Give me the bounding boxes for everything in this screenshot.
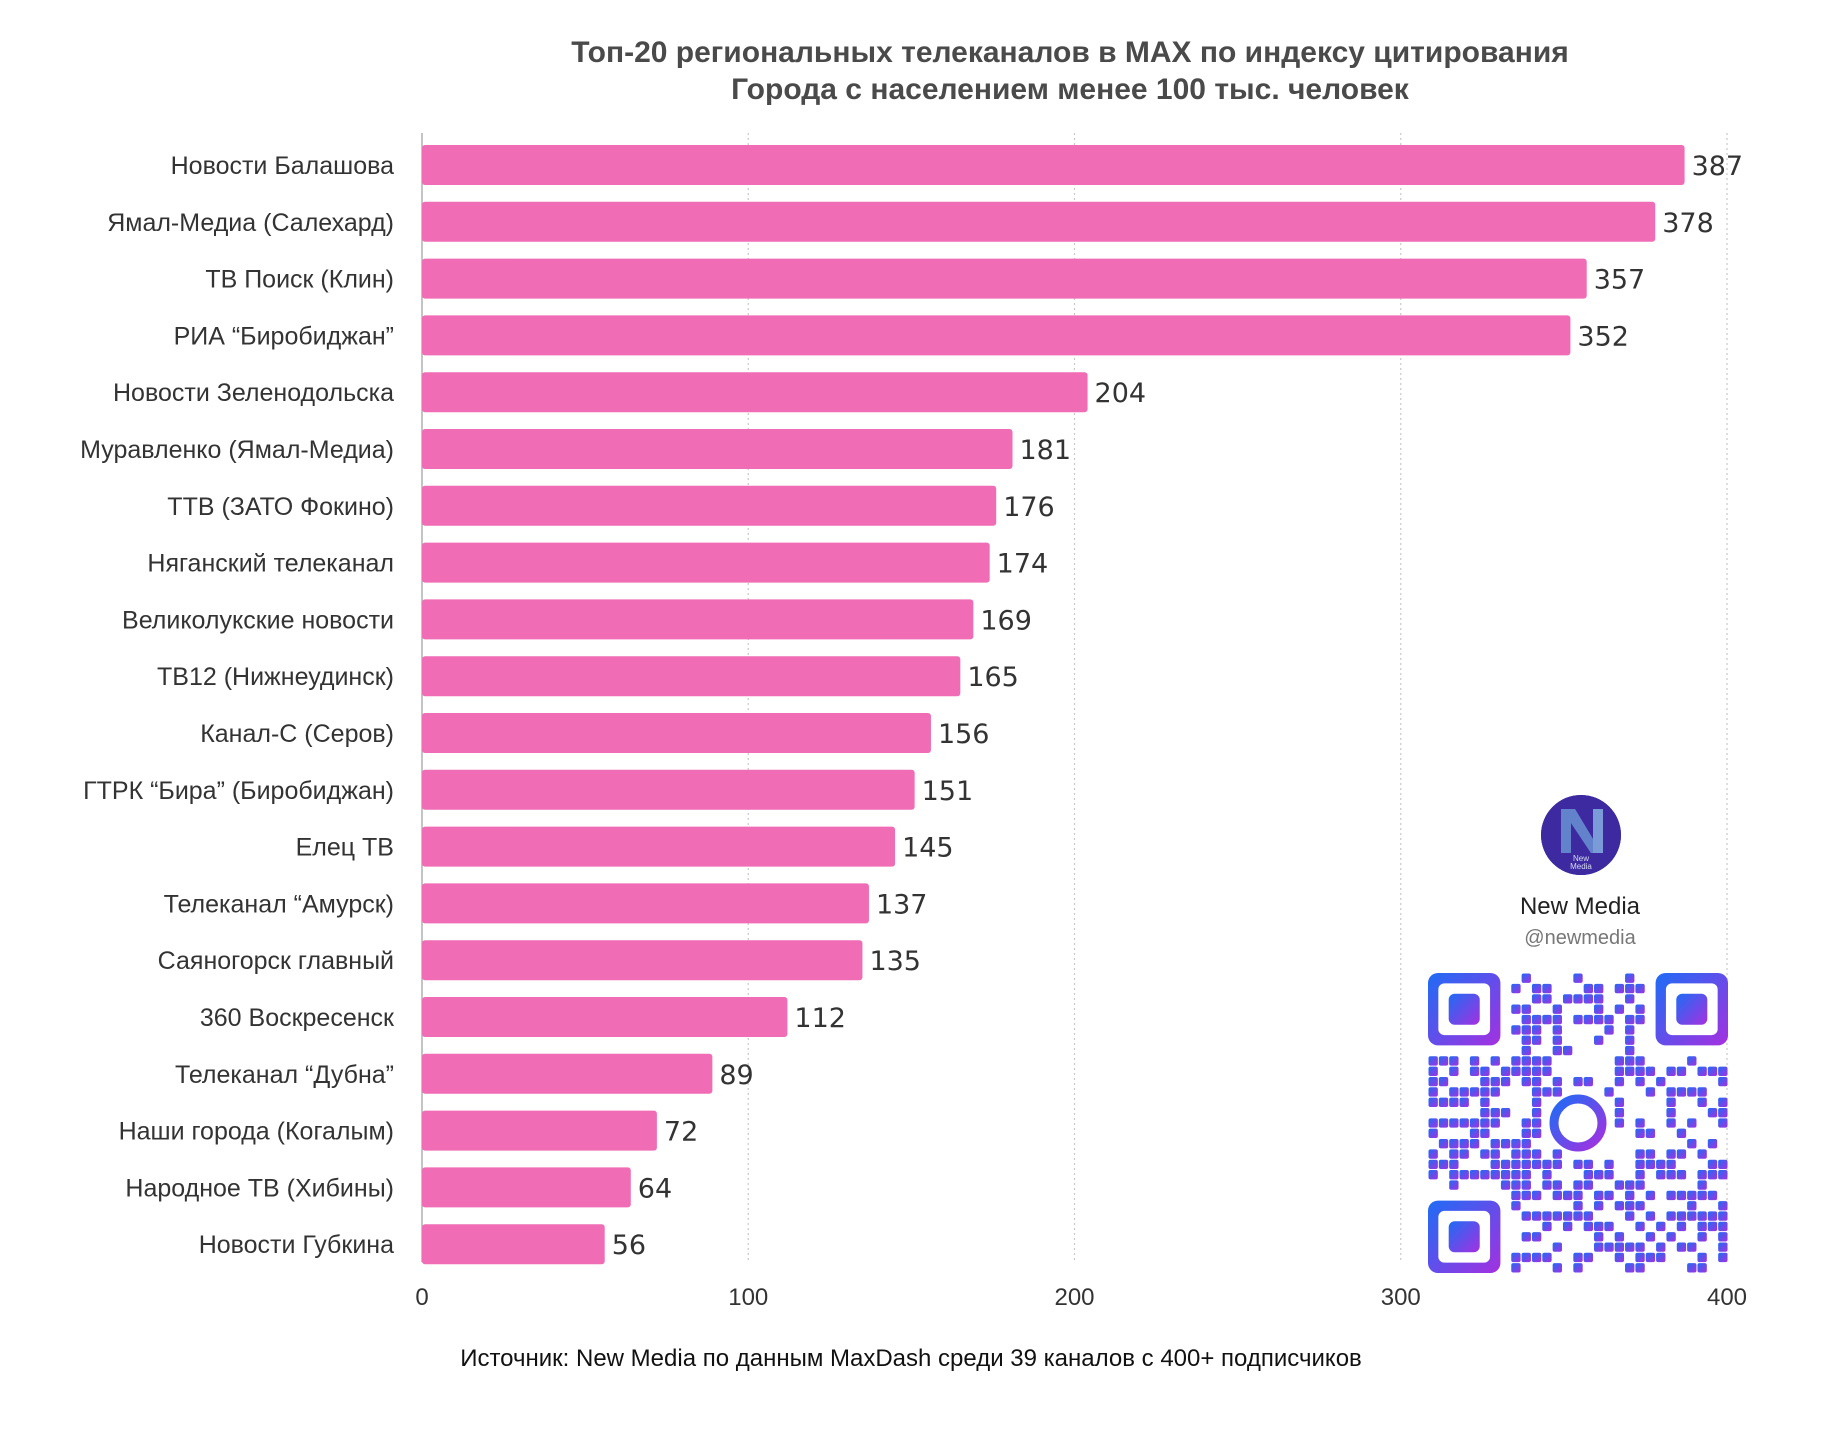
category-label: ТВ12 (Нижнеудинск) xyxy=(157,663,394,691)
category-label: 360 Воскресенск xyxy=(200,1004,395,1032)
bars xyxy=(422,145,1685,1265)
category-label: Великолукские новости xyxy=(122,606,394,634)
bar[interactable] xyxy=(422,429,1013,469)
new-media-logo-mark: New Media xyxy=(1541,795,1621,875)
x-tick-label: 0 xyxy=(415,1284,428,1311)
bar[interactable] xyxy=(422,599,974,640)
value-label: 357 xyxy=(1594,265,1646,296)
bar[interactable] xyxy=(422,1053,713,1094)
category-label: Народное ТВ (Хибины) xyxy=(125,1174,394,1202)
category-label: Няганский телеканал xyxy=(147,550,394,578)
logo-text-new: New xyxy=(1573,854,1589,863)
bar[interactable] xyxy=(422,997,788,1037)
new-media-logo[interactable]: New Media xyxy=(1541,795,1621,875)
value-label: 72 xyxy=(664,1117,698,1148)
value-label: 169 xyxy=(980,605,1032,636)
bar[interactable] xyxy=(422,1224,605,1265)
bar[interactable] xyxy=(422,1167,631,1208)
bar[interactable] xyxy=(422,542,990,583)
value-label: 112 xyxy=(794,1003,846,1034)
value-label: 174 xyxy=(997,549,1049,580)
value-label: 204 xyxy=(1095,378,1147,409)
logo-text-media: Media xyxy=(1570,862,1592,871)
bar[interactable] xyxy=(422,372,1088,413)
chart-title: Топ-20 региональных телеканалов в MAX по… xyxy=(571,36,1569,69)
bar[interactable] xyxy=(422,485,997,526)
category-label: ГТРК “Бира” (Биробиджан) xyxy=(83,777,394,805)
chart-subtitle: Города с населением менее 100 тыс. челов… xyxy=(731,73,1409,106)
axis: 0 100 200 300 400 Новости Балашова 387 Ямал-Мед… xyxy=(80,151,1747,1311)
value-label: 156 xyxy=(938,719,990,750)
bar[interactable] xyxy=(422,656,961,697)
category-label: ТВ Поиск (Клин) xyxy=(205,266,394,294)
bar[interactable] xyxy=(422,201,1656,242)
category-label: Наши города (Когалым) xyxy=(119,1118,394,1146)
value-label: 64 xyxy=(638,1173,672,1204)
bar[interactable] xyxy=(422,713,931,753)
category-label: Новости Губкина xyxy=(199,1231,394,1259)
bar[interactable] xyxy=(422,826,896,867)
category-label: Елец ТВ xyxy=(296,834,394,862)
x-tick-label: 200 xyxy=(1054,1284,1094,1311)
qr-code[interactable] xyxy=(1428,973,1728,1273)
brand-name: New Media xyxy=(1519,893,1641,920)
value-label: 135 xyxy=(869,946,921,977)
value-label: 181 xyxy=(1020,435,1072,466)
category-label: РИА “Биробиджан” xyxy=(174,322,394,350)
bar[interactable] xyxy=(422,769,915,810)
x-tick-label: 100 xyxy=(728,1284,768,1311)
value-label: 176 xyxy=(1003,492,1055,523)
value-label: 352 xyxy=(1577,321,1629,352)
bar[interactable] xyxy=(422,940,863,981)
value-label: 387 xyxy=(1692,151,1744,182)
bar[interactable] xyxy=(422,258,1587,299)
category-label: Канал-С (Серов) xyxy=(200,720,394,748)
value-label: 89 xyxy=(719,1060,753,1091)
category-label: Муравленко (Ямал-Медиа) xyxy=(80,436,394,464)
category-label: ТТВ (ЗАТО Фокино) xyxy=(167,493,394,521)
value-label: 145 xyxy=(902,833,954,864)
category-label: Телеканал “Амурск) xyxy=(164,890,394,918)
category-label: Новости Балашова xyxy=(171,152,394,180)
category-label: Ямал-Медиа (Салехард) xyxy=(107,209,394,237)
value-label: 137 xyxy=(876,889,928,920)
bar[interactable] xyxy=(422,1110,657,1151)
qr-modules xyxy=(1428,973,1728,1273)
category-label: Телеканал “Дубна” xyxy=(175,1061,394,1089)
value-label: 165 xyxy=(967,662,1019,693)
brand-handle[interactable]: @newmedia xyxy=(1524,927,1636,949)
value-label: 56 xyxy=(612,1230,646,1261)
brand-block: New Media New Media @newmedia xyxy=(1400,795,1760,1275)
bar[interactable] xyxy=(422,883,869,924)
value-label: 378 xyxy=(1662,208,1714,239)
category-label: Новости Зеленодольска xyxy=(113,379,394,407)
bar[interactable] xyxy=(422,145,1685,185)
source-note: Источник: New Media по данным MaxDash ср… xyxy=(460,1345,1362,1372)
bar[interactable] xyxy=(422,315,1571,356)
value-label: 151 xyxy=(922,776,974,807)
x-tick-label: 300 xyxy=(1381,1284,1421,1311)
x-tick-label: 400 xyxy=(1707,1284,1747,1311)
category-label: Саяногорск главный xyxy=(158,947,394,975)
